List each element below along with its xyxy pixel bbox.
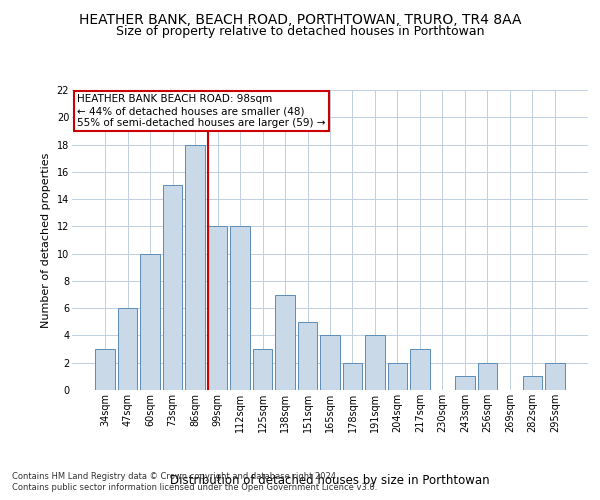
Bar bbox=[140, 254, 160, 390]
Bar bbox=[185, 144, 205, 390]
Bar bbox=[455, 376, 475, 390]
Bar bbox=[545, 362, 565, 390]
Bar bbox=[388, 362, 407, 390]
Bar bbox=[118, 308, 137, 390]
Bar bbox=[410, 349, 430, 390]
Text: Contains HM Land Registry data © Crown copyright and database right 2024.: Contains HM Land Registry data © Crown c… bbox=[12, 472, 338, 481]
Bar bbox=[523, 376, 542, 390]
Text: HEATHER BANK, BEACH ROAD, PORTHTOWAN, TRURO, TR4 8AA: HEATHER BANK, BEACH ROAD, PORTHTOWAN, TR… bbox=[79, 12, 521, 26]
Bar bbox=[230, 226, 250, 390]
Y-axis label: Number of detached properties: Number of detached properties bbox=[41, 152, 51, 328]
Text: Contains public sector information licensed under the Open Government Licence v3: Contains public sector information licen… bbox=[12, 484, 377, 492]
Bar bbox=[343, 362, 362, 390]
X-axis label: Distribution of detached houses by size in Porthtowan: Distribution of detached houses by size … bbox=[170, 474, 490, 487]
Bar bbox=[320, 336, 340, 390]
Bar bbox=[253, 349, 272, 390]
Text: Size of property relative to detached houses in Porthtowan: Size of property relative to detached ho… bbox=[116, 25, 484, 38]
Text: HEATHER BANK BEACH ROAD: 98sqm
← 44% of detached houses are smaller (48)
55% of : HEATHER BANK BEACH ROAD: 98sqm ← 44% of … bbox=[77, 94, 326, 128]
Bar bbox=[208, 226, 227, 390]
Bar bbox=[298, 322, 317, 390]
Bar bbox=[275, 294, 295, 390]
Bar bbox=[365, 336, 385, 390]
Bar bbox=[478, 362, 497, 390]
Bar bbox=[95, 349, 115, 390]
Bar bbox=[163, 186, 182, 390]
